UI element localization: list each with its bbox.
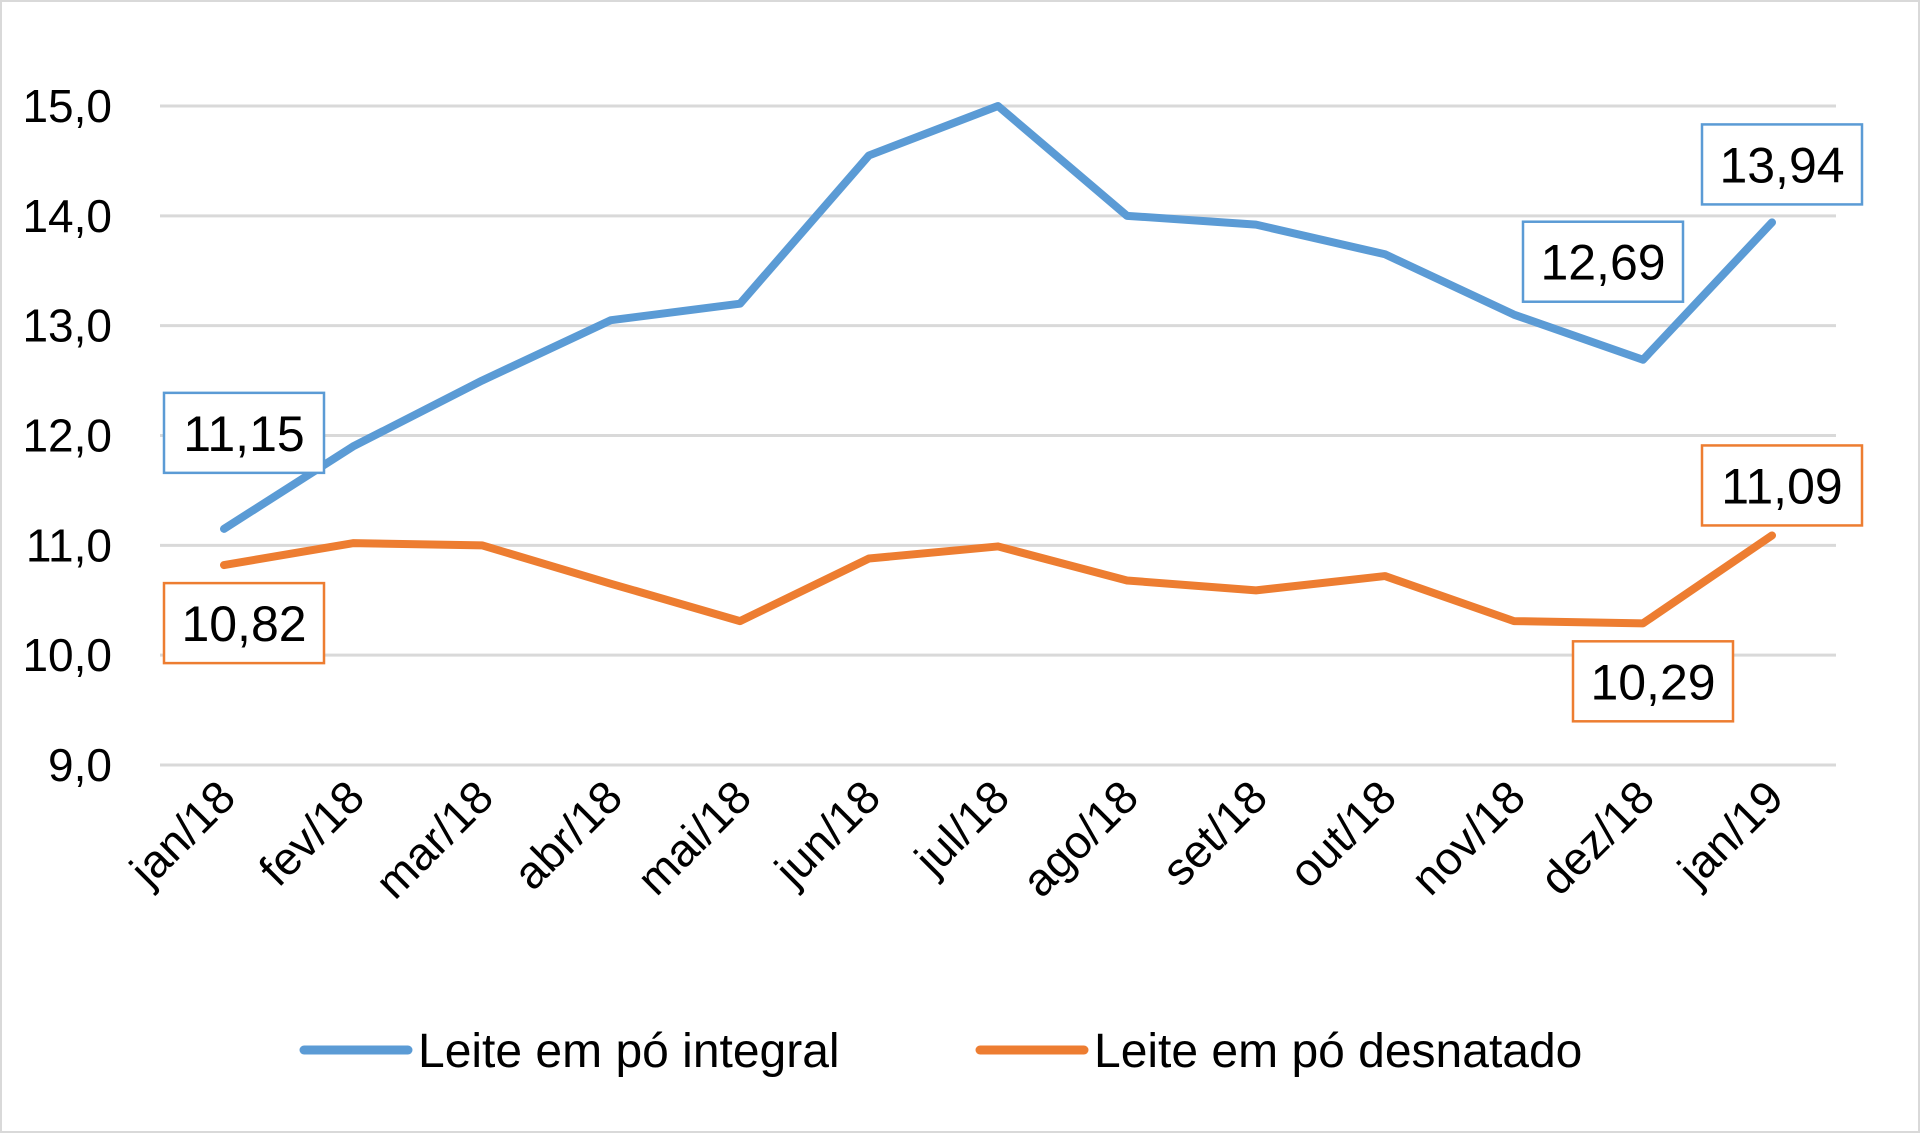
x-tick-label: out/18 — [1279, 770, 1406, 897]
series-lines — [220, 102, 1776, 628]
data-label: 10,29 — [1571, 640, 1735, 723]
x-tick-label: set/18 — [1152, 770, 1277, 895]
x-tick-label: mar/18 — [365, 770, 503, 908]
x-tick-label: ago/18 — [1012, 770, 1148, 906]
y-tick-label: 15,0 — [22, 80, 112, 132]
x-tick-label: jan/19 — [1666, 770, 1793, 897]
data-label-box — [1521, 220, 1685, 303]
y-tick-label: 9,0 — [48, 739, 112, 791]
data-label-box — [1700, 123, 1864, 206]
data-label-box — [1700, 444, 1864, 527]
data-label-text: 12,69 — [1540, 235, 1665, 291]
legend-item-integral: Leite em pó integral — [299, 1025, 840, 1078]
data-label: 13,94 — [1700, 123, 1864, 206]
data-label-text: 13,94 — [1719, 137, 1844, 193]
x-tick-label: jul/18 — [903, 770, 1019, 886]
data-label-text: 10,29 — [1590, 654, 1715, 710]
data-label: 11,09 — [1700, 444, 1864, 527]
data-label: 11,15 — [162, 391, 326, 475]
data-label-text: 11,15 — [183, 406, 304, 462]
legend-item-desnatado: Leite em pó desnatado — [975, 1025, 1582, 1078]
data-label-box — [162, 581, 326, 665]
x-tick-label: fev/18 — [249, 770, 374, 895]
x-tick-label: jan/18 — [118, 770, 245, 897]
x-tick-label: jun/18 — [763, 770, 890, 897]
data-label-text: 10,82 — [181, 596, 306, 652]
data-label: 12,69 — [1521, 220, 1685, 303]
data-label: 10,82 — [162, 581, 326, 665]
legend: Leite em pó integral Leite em pó desnatad… — [299, 1025, 1582, 1078]
data-label-text: 11,09 — [1721, 458, 1842, 514]
data-labels: 11,15 12,69 13,94 10,82 10,29 11,09 — [162, 123, 1864, 723]
x-tick-label: mai/18 — [627, 770, 761, 904]
y-tick-label: 14,0 — [22, 190, 112, 242]
series-line-desnatado — [220, 531, 1776, 628]
data-label-box — [1571, 640, 1735, 723]
y-axis-ticks: 15,0 14,0 13,0 12,0 11,0 10,0 9,0 — [22, 80, 112, 791]
x-tick-label: dez/18 — [1530, 770, 1664, 904]
y-tick-label: 10,0 — [22, 629, 112, 681]
y-tick-label: 13,0 — [22, 300, 112, 352]
legend-label: Leite em pó integral — [418, 1025, 840, 1078]
x-tick-label: nov/18 — [1401, 770, 1535, 904]
y-tick-label: 11,0 — [26, 519, 112, 571]
y-tick-label: 12,0 — [22, 410, 112, 462]
series-line-integral — [220, 102, 1776, 533]
data-label-box — [162, 391, 326, 475]
x-tick-label: abr/18 — [503, 770, 632, 899]
legend-label: Leite em pó desnatado — [1094, 1025, 1582, 1078]
